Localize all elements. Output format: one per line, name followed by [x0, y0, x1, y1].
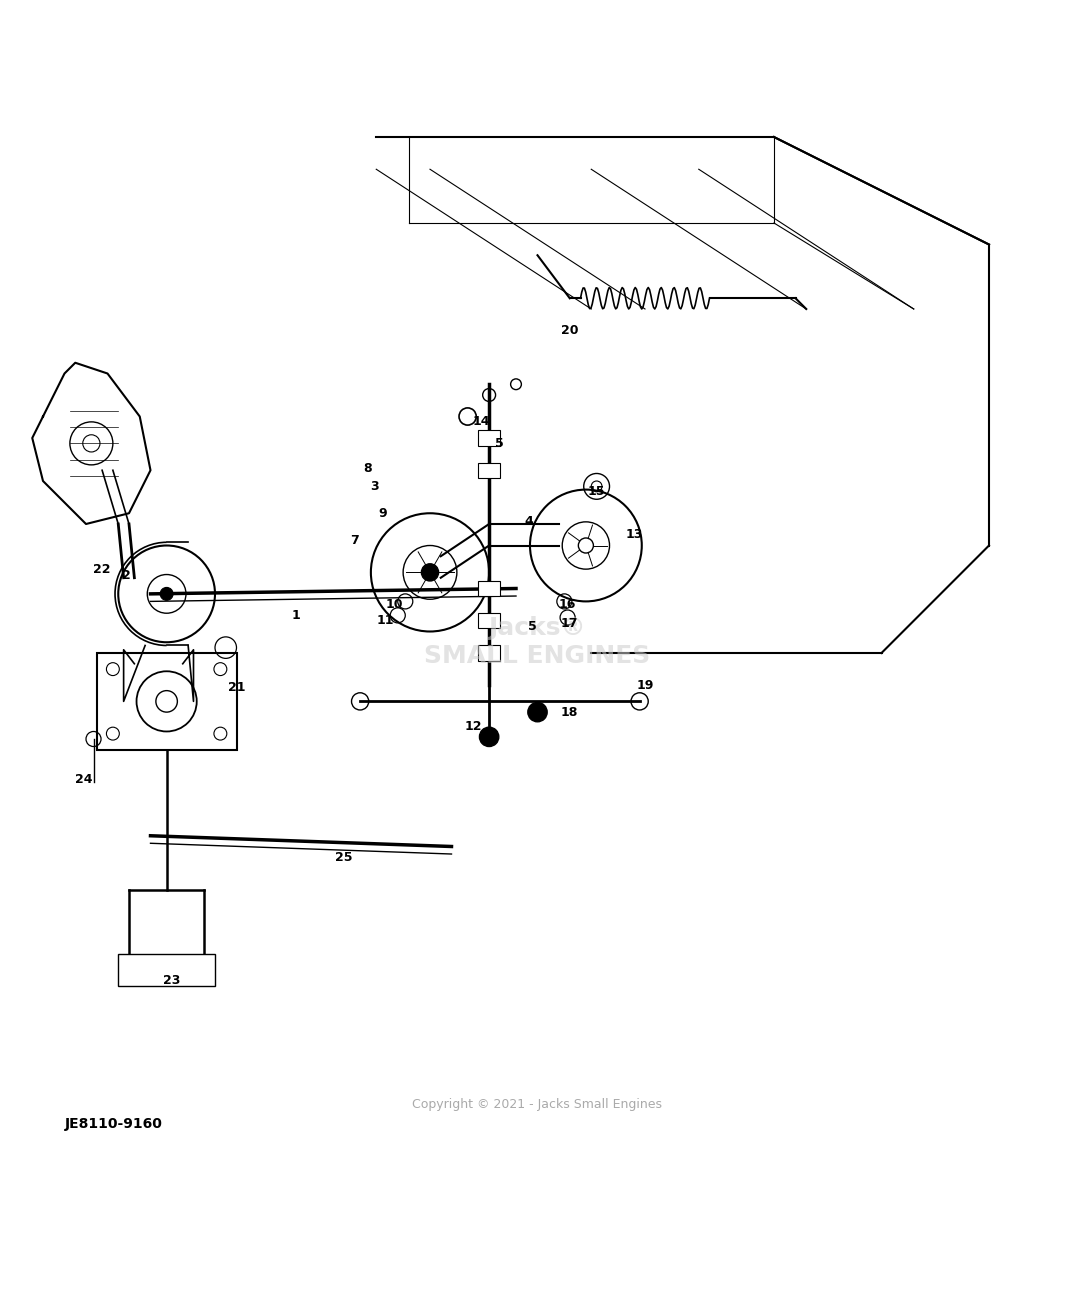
Text: 4: 4	[525, 516, 533, 529]
Text: 2: 2	[123, 569, 131, 582]
Text: 13: 13	[626, 528, 643, 541]
Text: Copyright © 2021 - Jacks Small Engines: Copyright © 2021 - Jacks Small Engines	[413, 1098, 662, 1111]
Text: 10: 10	[386, 598, 403, 611]
Text: 17: 17	[561, 618, 578, 631]
Text: 5: 5	[528, 619, 536, 632]
Text: 12: 12	[464, 720, 482, 733]
Text: 23: 23	[163, 974, 181, 987]
Text: 15: 15	[588, 486, 605, 499]
Bar	[478, 614, 500, 628]
Text: 22: 22	[94, 563, 111, 576]
Bar	[118, 953, 215, 986]
Text: 20: 20	[561, 324, 578, 337]
Text: 16: 16	[559, 598, 576, 611]
Text: 1: 1	[291, 609, 300, 622]
Bar	[97, 653, 236, 750]
Text: 24: 24	[75, 773, 92, 786]
Text: 19: 19	[636, 679, 654, 692]
Circle shape	[528, 703, 547, 722]
Text: 18: 18	[561, 705, 578, 718]
Text: JE8110-9160: JE8110-9160	[64, 1117, 162, 1131]
Circle shape	[479, 727, 499, 747]
Bar	[478, 462, 500, 478]
Text: 14: 14	[473, 415, 490, 428]
Bar	[478, 581, 500, 596]
Text: 25: 25	[335, 850, 353, 863]
Text: 11: 11	[376, 614, 393, 627]
Text: 5: 5	[496, 438, 504, 449]
Text: 21: 21	[228, 680, 245, 693]
Text: Jacks®
SMALL ENGINES: Jacks® SMALL ENGINES	[425, 616, 650, 669]
Circle shape	[421, 564, 439, 581]
Circle shape	[160, 588, 173, 601]
Text: 7: 7	[350, 534, 359, 547]
Bar	[478, 431, 500, 445]
Text: 3: 3	[370, 479, 378, 492]
Text: 8: 8	[363, 461, 372, 474]
Text: 9: 9	[378, 507, 387, 520]
Bar	[478, 645, 500, 661]
